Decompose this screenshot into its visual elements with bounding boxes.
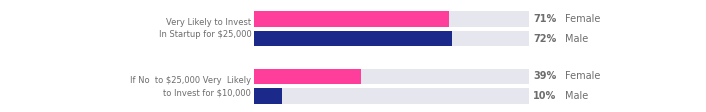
Text: 39%: 39% <box>534 71 556 81</box>
Text: Very Likely to Invest
In Startup for $25,000: Very Likely to Invest In Startup for $25… <box>159 18 251 40</box>
Bar <box>453 31 530 46</box>
Bar <box>450 11 530 27</box>
Text: Female: Female <box>565 14 601 24</box>
Bar <box>254 88 282 104</box>
Text: 71%: 71% <box>534 14 556 24</box>
Text: 72%: 72% <box>534 34 556 44</box>
Text: If No  to $25,000 Very  Likely
to Invest for $10,000: If No to $25,000 Very Likely to Invest f… <box>130 75 251 97</box>
Text: Male: Male <box>565 91 588 101</box>
Bar <box>254 69 361 84</box>
Bar <box>282 88 530 104</box>
Text: Female: Female <box>565 71 601 81</box>
Text: Male: Male <box>565 34 588 44</box>
Bar <box>254 11 450 27</box>
Text: 10%: 10% <box>534 91 556 101</box>
Bar <box>361 69 530 84</box>
Bar <box>254 31 453 46</box>
